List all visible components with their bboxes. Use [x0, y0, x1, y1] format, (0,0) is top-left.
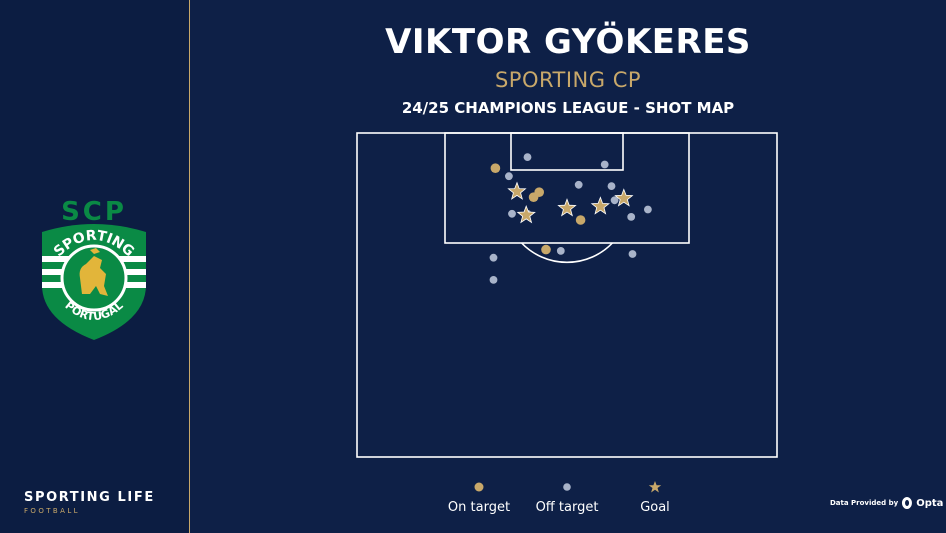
- shot-marker-off-target: [489, 253, 498, 262]
- legend-goal: Goal: [610, 478, 700, 515]
- shot-marker-off-target: [505, 172, 513, 181]
- shot-marker-goal: [557, 198, 577, 217]
- penalty-box: [444, 132, 690, 244]
- penalty-arc: [521, 242, 613, 264]
- credit-prefix: Data Provided by: [830, 499, 899, 507]
- sporting-crest-logo: SCP SPORTING PORTUGAL: [42, 197, 146, 340]
- legend-goal-marker: [648, 481, 662, 493]
- legend-on-target: On target: [434, 478, 524, 515]
- sidebar: SCP SPORTING PORTUGAL SPORTING LIFE FOOT…: [0, 0, 190, 533]
- opta-logo-icon: [902, 497, 913, 509]
- legend-on-target-label: On target: [447, 500, 511, 515]
- data-credit: Data Provided by Opta: [830, 496, 943, 510]
- crest-top-text: SCP: [61, 197, 127, 227]
- six-yard-box: [510, 132, 624, 171]
- shot-marker-on-target: [575, 215, 586, 225]
- shot-marker-off-target: [610, 196, 619, 205]
- credit-brand: Opta: [916, 497, 944, 509]
- shot-marker-off-target: [508, 209, 516, 218]
- shot-marker-goal: [516, 204, 536, 224]
- shot-marker-off-target: [600, 160, 609, 169]
- shot-marker-goal: [507, 181, 527, 200]
- player-name: VIKTOR GYÖKERES: [385, 22, 751, 62]
- shot-marker-on-target: [534, 187, 544, 197]
- shot-marker-off-target: [523, 153, 532, 162]
- shot-marker-off-target: [628, 250, 637, 258]
- shot-marker-goal: [614, 188, 634, 207]
- shot-marker-off-target: [574, 180, 583, 189]
- brand-name: SPORTING LIFE: [24, 490, 155, 505]
- legend-on-target-marker: [474, 482, 484, 492]
- shot-marks: [489, 153, 652, 284]
- pitch-outline: [356, 132, 778, 458]
- brand-subtitle: FOOTBALL: [24, 507, 80, 515]
- pitch-lines: [356, 132, 778, 458]
- shot-marker-off-target: [627, 213, 636, 221]
- shot-marker-off-target: [644, 205, 652, 214]
- team-name: SPORTING CP: [494, 68, 642, 92]
- legend-goal-label: Goal: [640, 500, 670, 515]
- legend-off-target-marker: [563, 483, 571, 491]
- shot-marker-goal: [590, 196, 610, 215]
- legend-off-target-label: Off target: [535, 500, 599, 515]
- shot-marker-off-target: [489, 276, 498, 284]
- shot-marker-off-target: [556, 247, 565, 255]
- legend-off-target: Off target: [522, 478, 612, 515]
- chart-subtitle: 24/25 CHAMPIONS LEAGUE - SHOT MAP: [401, 99, 735, 117]
- shot-marker-off-target: [607, 182, 616, 191]
- shot-marker-on-target: [490, 163, 501, 173]
- shot-marker-on-target: [541, 244, 551, 255]
